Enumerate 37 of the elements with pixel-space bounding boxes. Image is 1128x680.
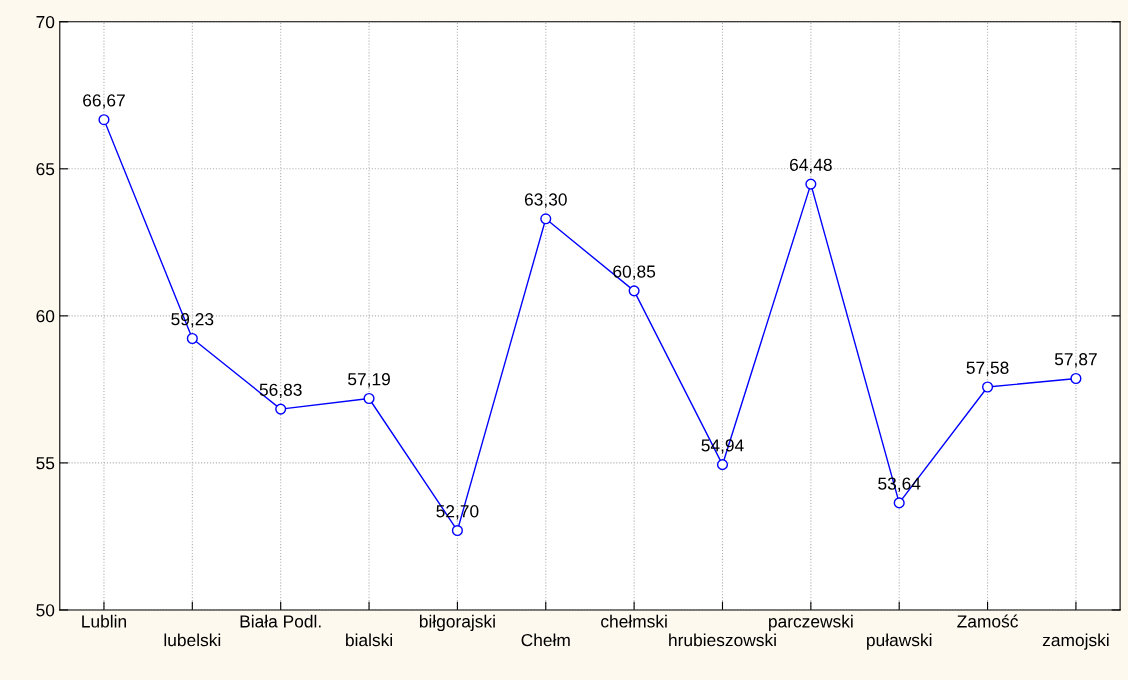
y-tick-label: 70 xyxy=(36,15,55,29)
point xyxy=(186,332,198,345)
x-tick-label: Chełm xyxy=(521,633,570,647)
data-label: 56,83 xyxy=(259,383,302,398)
x-tick-label: hrubieszowski xyxy=(669,633,776,647)
data-label: 57,58 xyxy=(966,361,1009,376)
point xyxy=(98,114,110,126)
y-tick-label: 50 xyxy=(36,604,55,617)
point xyxy=(628,285,640,297)
point xyxy=(716,459,729,471)
data-label: 57,19 xyxy=(348,373,390,388)
data-label: 66,67 xyxy=(83,94,125,109)
x-tick-label: Biała Podl. xyxy=(240,614,321,628)
point xyxy=(363,392,375,405)
x-tick-label: bialski xyxy=(346,633,392,647)
point xyxy=(893,497,905,509)
x-tick-label: Lublin xyxy=(82,614,127,628)
y-tick-label: 60 xyxy=(36,310,55,323)
x-tick-label: parczewski xyxy=(769,614,853,631)
x-tick-label: puławski xyxy=(867,633,932,650)
x-tick-label: lubelski xyxy=(164,633,221,647)
point xyxy=(540,213,552,225)
data-label: 64,48 xyxy=(790,158,832,173)
point xyxy=(275,403,287,415)
x-tick-label: Zamość xyxy=(957,614,1018,628)
data-label: 63,30 xyxy=(524,193,567,208)
data-label: 57,87 xyxy=(1054,353,1097,368)
y-tick-label: 55 xyxy=(36,457,55,470)
point xyxy=(451,524,463,537)
y-tick-label: 65 xyxy=(36,162,55,176)
point xyxy=(805,178,817,190)
point xyxy=(1070,372,1082,385)
point xyxy=(982,381,994,393)
data-label: 60,85 xyxy=(613,265,656,280)
x-tick-label: biłgorajski xyxy=(419,614,495,631)
x-tick-label: zamojski xyxy=(1042,633,1109,650)
x-tick-label: chełmski xyxy=(601,614,667,628)
